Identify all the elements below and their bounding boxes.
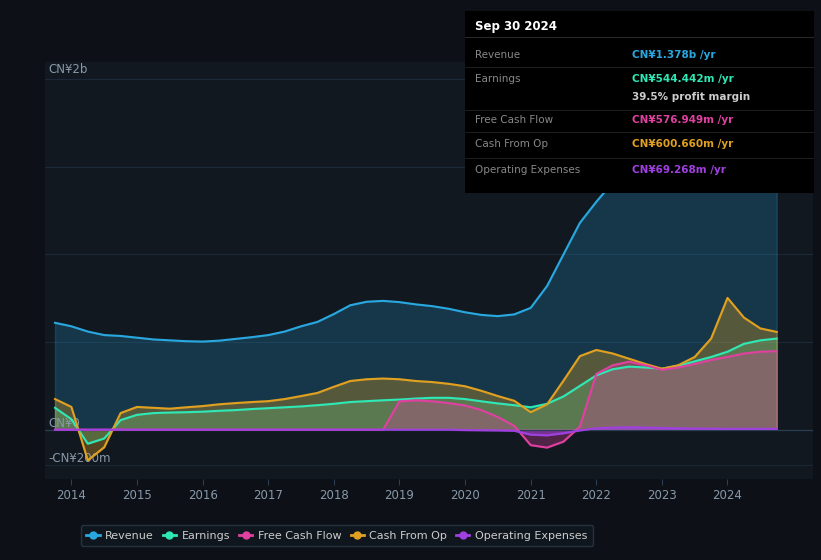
Text: CN¥1.378b /yr: CN¥1.378b /yr — [632, 50, 716, 60]
Text: Sep 30 2024: Sep 30 2024 — [475, 20, 557, 33]
Text: Revenue: Revenue — [475, 50, 521, 60]
Text: 39.5% profit margin: 39.5% profit margin — [632, 92, 750, 102]
Text: Earnings: Earnings — [475, 73, 521, 83]
Text: CN¥2b: CN¥2b — [48, 63, 88, 76]
Text: Free Cash Flow: Free Cash Flow — [475, 115, 553, 125]
Text: CN¥69.268m /yr: CN¥69.268m /yr — [632, 165, 726, 175]
Text: Cash From Op: Cash From Op — [475, 139, 548, 149]
Text: CN¥600.660m /yr: CN¥600.660m /yr — [632, 139, 733, 149]
Text: CN¥0: CN¥0 — [48, 417, 80, 430]
Legend: Revenue, Earnings, Free Cash Flow, Cash From Op, Operating Expenses: Revenue, Earnings, Free Cash Flow, Cash … — [80, 525, 593, 546]
Text: CN¥576.949m /yr: CN¥576.949m /yr — [632, 115, 733, 125]
Text: CN¥544.442m /yr: CN¥544.442m /yr — [632, 73, 734, 83]
Text: Operating Expenses: Operating Expenses — [475, 165, 580, 175]
Text: -CN¥200m: -CN¥200m — [48, 452, 111, 465]
